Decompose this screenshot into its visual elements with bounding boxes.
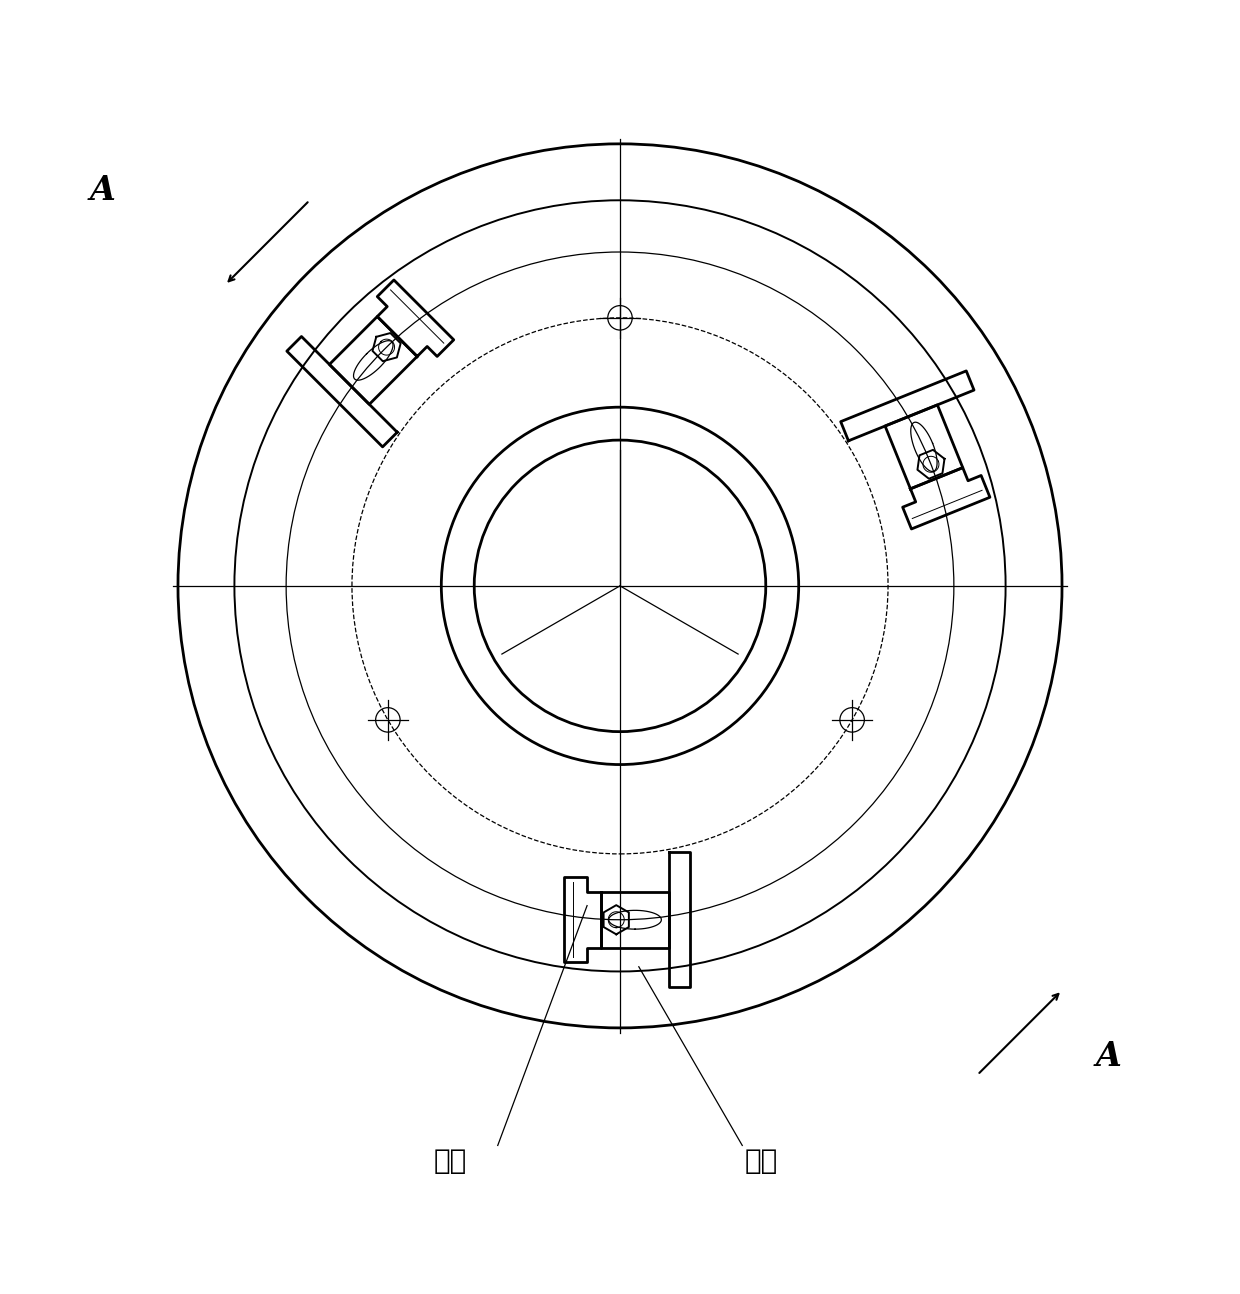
Text: A: A [1096,1039,1122,1073]
Text: 压板: 压板 [434,1146,467,1175]
Text: 垃块: 垃块 [744,1146,777,1175]
Text: A: A [89,175,115,207]
